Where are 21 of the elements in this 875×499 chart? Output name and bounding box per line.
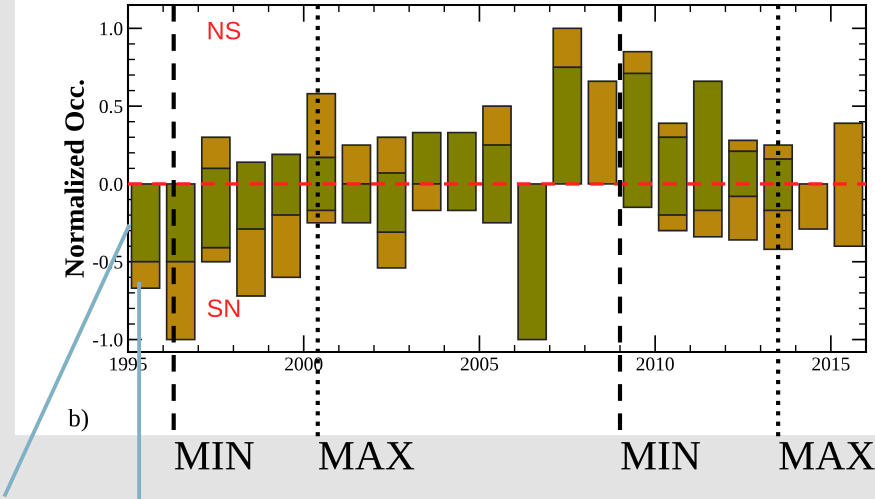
bar [446,132,477,212]
bar [798,183,828,230]
y-tick-label: 0.5 [100,100,122,114]
ref-line-label: MAX [779,442,875,470]
annotation: SN [208,299,240,318]
bar [517,183,548,340]
bar [588,80,618,185]
x-tick-label: 2000 [285,357,322,371]
ref-line-label: MIN [174,442,254,470]
bar [834,122,864,248]
x-tick-label: 2015 [812,357,850,371]
ref-line-label: MAX [318,442,414,470]
y-tick-label: -1.0 [93,333,122,347]
x-tick-label: 2005 [460,357,498,371]
text: b) [68,408,88,432]
y-axis-title: Normalized Occ. [64,80,84,278]
y-tick-label: 1.0 [100,22,122,36]
y-tick-label: 0.0 [100,178,122,191]
annotation: NS [208,22,240,40]
ref-line-label: MIN [621,442,700,470]
x-tick-label: 2010 [636,357,674,371]
